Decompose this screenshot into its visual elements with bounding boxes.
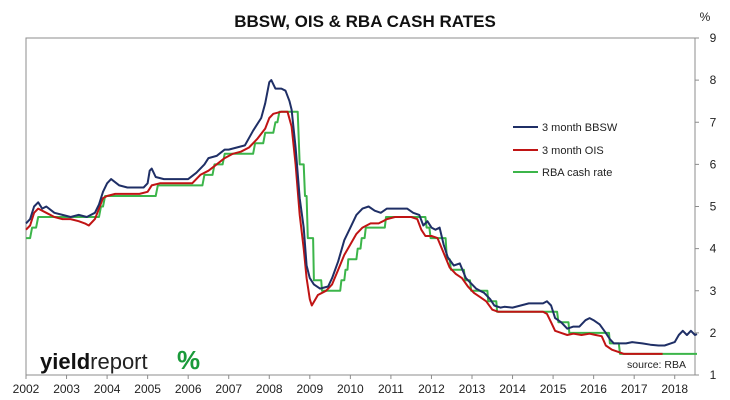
x-tick-label: 2008	[256, 382, 283, 396]
y-axis-unit: %	[700, 10, 711, 24]
legend: 3 month BBSW 3 month OIS RBA cash rate	[513, 122, 618, 179]
x-tick-label: 2005	[134, 382, 161, 396]
y-axis: 1 2 3 4 5 6 7 8 9	[695, 31, 717, 382]
x-tick-label: 2014	[499, 382, 526, 396]
yieldreport-logo: yieldreport %	[40, 345, 200, 375]
series-layer	[25, 79, 698, 355]
series-line-3-month-bbsw	[25, 79, 698, 347]
x-tick-label: 2015	[540, 382, 567, 396]
x-tick-label: 2002	[13, 382, 40, 396]
chart-title: BBSW, OIS & RBA CASH RATES	[234, 12, 496, 31]
y-tick-label: 4	[710, 242, 717, 256]
x-tick-label: 2017	[621, 382, 648, 396]
svg-text:yieldreport: yieldreport	[40, 349, 148, 374]
source-note: source: RBA	[627, 359, 686, 371]
logo-text-report: report	[90, 349, 147, 374]
x-tick-label: 2006	[175, 382, 202, 396]
x-tick-label: 2003	[53, 382, 80, 396]
logo-percent-icon: %	[177, 345, 200, 375]
x-tick-label: 2012	[418, 382, 445, 396]
y-tick-label: 8	[710, 73, 717, 87]
y-tick-label: 6	[710, 157, 717, 171]
x-tick-label: 2009	[296, 382, 323, 396]
y-tick-label: 7	[710, 115, 717, 129]
y-tick-label: 9	[710, 31, 717, 45]
legend-label-bbsw: 3 month BBSW	[542, 122, 618, 134]
x-tick-label: 2010	[337, 382, 364, 396]
x-tick-label: 2011	[378, 382, 404, 396]
x-tick-label: 2016	[580, 382, 607, 396]
x-tick-label: 2007	[215, 382, 242, 396]
legend-label-cash-rate: RBA cash rate	[542, 167, 612, 179]
x-axis: 2002 2003 2004 2005 2006 2007 2008 2009 2010 2011…	[13, 375, 688, 396]
legend-label-ois: 3 month OIS	[542, 145, 604, 157]
y-tick-label: 2	[710, 326, 717, 340]
y-tick-label: 1	[710, 368, 717, 382]
x-tick-label: 2018	[661, 382, 688, 396]
series-line-rba-cash-rate	[26, 110, 697, 355]
y-tick-label: 5	[710, 200, 717, 214]
plot-area	[25, 37, 696, 376]
series-line-3-month-ois	[25, 110, 663, 355]
x-tick-label: 2013	[459, 382, 486, 396]
logo-text-yield: yield	[40, 349, 90, 374]
y-tick-label: 3	[710, 284, 717, 298]
x-tick-label: 2004	[94, 382, 121, 396]
